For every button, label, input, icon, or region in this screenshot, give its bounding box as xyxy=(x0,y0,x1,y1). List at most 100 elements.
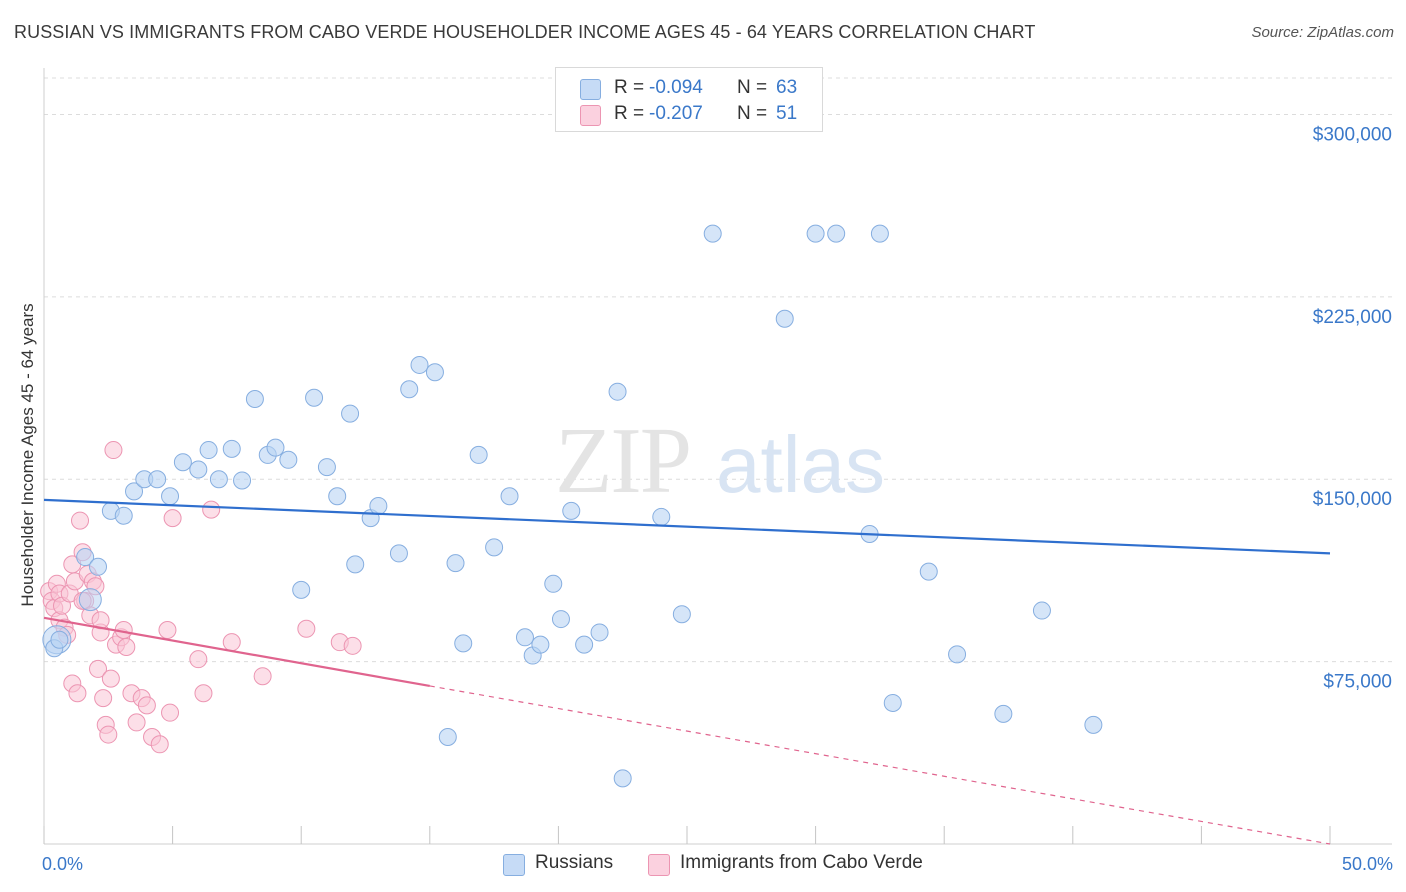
chart-title: RUSSIAN VS IMMIGRANTS FROM CABO VERDE HO… xyxy=(14,22,1036,42)
axes xyxy=(43,68,1392,845)
source-label: Source: ZipAtlas.com xyxy=(1251,24,1394,41)
trend-lines xyxy=(43,498,1331,845)
data-point-russians xyxy=(209,470,228,489)
data-point-cabo-verde xyxy=(94,689,113,708)
data-point-cabo-verde xyxy=(202,500,221,519)
data-point-cabo-verde xyxy=(137,696,156,715)
n-value: 51 xyxy=(776,103,798,124)
data-point-russians xyxy=(672,605,691,624)
r-value: -0.094 xyxy=(649,77,703,98)
data-point-russians xyxy=(575,635,594,654)
y-tick-label: $150,000 xyxy=(1313,489,1392,510)
data-point-russians xyxy=(389,544,408,563)
data-point-russians xyxy=(562,501,581,520)
data-point-russians xyxy=(400,380,419,399)
n-label: N = xyxy=(737,77,768,98)
correlation-legend: R = -0.094 N = 63 R = -0.207 N = 51 xyxy=(555,67,823,132)
data-point-russians xyxy=(305,388,324,407)
data-point-russians xyxy=(78,588,102,612)
tick-labels: $75,000 $150,000 $225,000 $300,000 0.0% 50.0% xyxy=(42,124,1393,874)
data-point-russians xyxy=(125,482,144,501)
data-point-russians xyxy=(1084,715,1103,734)
data-point-cabo-verde xyxy=(297,619,316,638)
data-point-russians xyxy=(469,445,488,464)
legend-swatch-russians xyxy=(503,854,525,876)
data-point-russians xyxy=(292,580,311,599)
data-point-russians xyxy=(425,363,444,382)
legend-row-russians: R = -0.094 N = 63 xyxy=(556,76,822,102)
data-point-cabo-verde xyxy=(194,684,213,703)
data-point-cabo-verde xyxy=(127,713,146,732)
data-point-russians xyxy=(703,224,722,243)
data-point-russians xyxy=(1032,601,1051,620)
data-point-russians xyxy=(590,623,609,642)
n-label: N = xyxy=(737,103,768,124)
y-tick-label: $75,000 xyxy=(1323,672,1392,693)
data-point-russians xyxy=(148,470,167,489)
data-point-cabo-verde xyxy=(89,659,108,678)
data-point-cabo-verde xyxy=(189,650,208,669)
r-label: R = xyxy=(614,103,645,124)
data-point-russians xyxy=(369,496,388,515)
data-point-cabo-verde xyxy=(163,509,182,528)
data-point-cabo-verde xyxy=(68,684,87,703)
data-point-russians xyxy=(438,728,457,747)
data-point-russians xyxy=(233,471,252,490)
data-point-russians xyxy=(328,487,347,506)
data-point-cabo-verde xyxy=(71,511,90,530)
data-point-cabo-verde xyxy=(253,667,272,686)
trend-line-russians xyxy=(43,498,1331,555)
data-point-cabo-verde xyxy=(104,441,123,460)
series-legend: Russians Immigrants from Cabo Verde xyxy=(0,851,1406,881)
data-point-russians xyxy=(919,562,938,581)
data-point-russians xyxy=(994,704,1013,723)
data-point-russians xyxy=(485,538,504,557)
legend-row-cabo-verde: R = -0.207 N = 51 xyxy=(556,102,822,128)
data-point-russians xyxy=(454,634,473,653)
data-point-russians xyxy=(341,404,360,423)
data-point-russians xyxy=(245,389,264,408)
watermark-atlas: atlas xyxy=(716,420,885,509)
data-point-cabo-verde xyxy=(161,703,180,722)
data-point-russians xyxy=(515,628,534,647)
data-point-russians xyxy=(544,574,563,593)
data-point-cabo-verde xyxy=(101,669,120,688)
data-point-russians xyxy=(870,224,889,243)
data-point-russians xyxy=(89,557,108,576)
russians-points xyxy=(42,224,1103,788)
data-point-russians xyxy=(50,630,69,649)
r-value: -0.207 xyxy=(649,103,703,124)
data-point-cabo-verde xyxy=(117,638,136,657)
data-point-russians xyxy=(446,554,465,573)
data-point-russians xyxy=(189,460,208,479)
watermark: ZIP atlas xyxy=(555,409,885,513)
data-point-russians xyxy=(500,487,519,506)
data-point-russians xyxy=(806,224,825,243)
data-point-russians xyxy=(317,458,336,477)
legend-swatch-russians xyxy=(580,79,601,100)
grid-lines xyxy=(44,77,1392,663)
data-point-cabo-verde xyxy=(99,725,118,744)
data-point-cabo-verde xyxy=(222,633,241,652)
data-point-russians xyxy=(346,555,365,574)
cabo-verde-points xyxy=(40,441,362,754)
data-point-cabo-verde xyxy=(343,636,362,655)
legend-swatch-cabo-verde xyxy=(648,854,670,876)
data-point-cabo-verde xyxy=(150,735,169,754)
n-value: 63 xyxy=(776,77,798,98)
data-point-russians xyxy=(266,438,285,457)
trend-line-cabo-verde-extension xyxy=(429,685,1331,845)
data-point-russians xyxy=(551,610,570,629)
data-point-russians xyxy=(608,382,627,401)
r-label: R = xyxy=(614,77,645,98)
legend-label-cabo-verde: Immigrants from Cabo Verde xyxy=(680,852,923,873)
data-point-russians xyxy=(114,506,133,525)
x-tick-label-max: 50.0% xyxy=(1342,854,1393,874)
trend-line-cabo-verde xyxy=(43,616,430,688)
data-point-russians xyxy=(775,309,794,328)
y-tick-label: $225,000 xyxy=(1313,307,1392,328)
data-point-russians xyxy=(948,645,967,664)
data-point-russians xyxy=(173,453,192,472)
y-tick-label: $300,000 xyxy=(1313,124,1392,145)
